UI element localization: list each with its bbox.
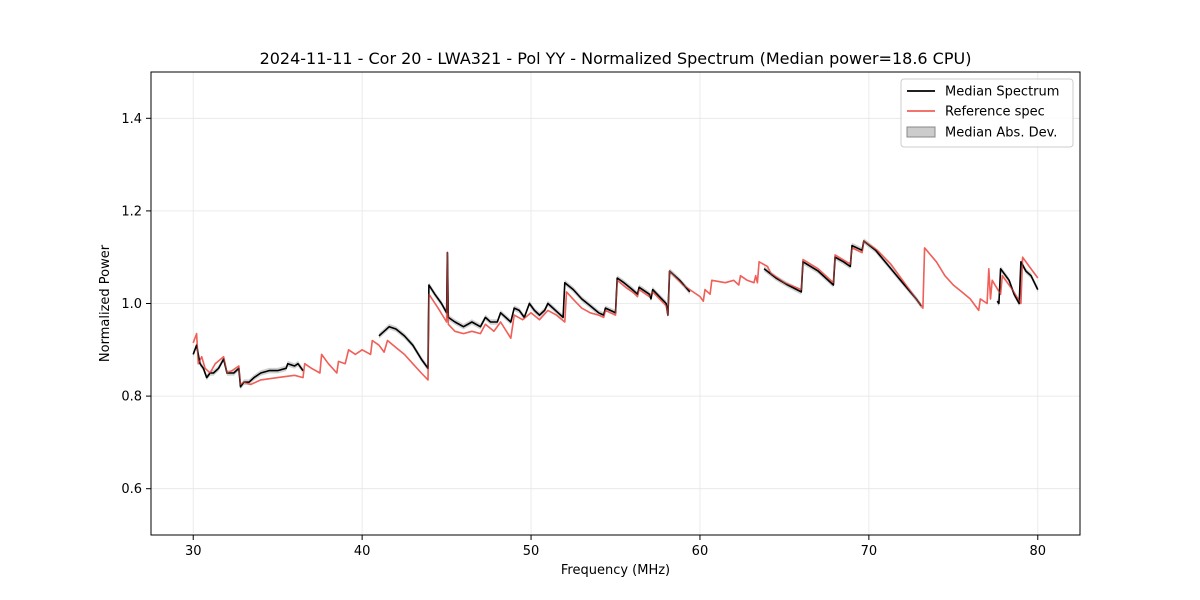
reference-spectrum-overlay xyxy=(192,240,1039,386)
x-tick-label: 80 xyxy=(1029,544,1046,559)
x-tick-label: 50 xyxy=(523,544,540,559)
mad-band xyxy=(997,259,1038,307)
y-tick-label: 1.4 xyxy=(121,112,142,127)
median-spectrum-line xyxy=(763,240,922,307)
legend-label-median: Median Spectrum xyxy=(945,85,1059,100)
y-tick-label: 1.2 xyxy=(121,204,142,219)
y-tick-label: 0.6 xyxy=(121,482,142,497)
legend-box xyxy=(900,78,1074,148)
legend: Median Spectrum Reference spec Median Ab… xyxy=(900,78,1074,148)
x-axis: 30 40 50 60 70 80 xyxy=(185,535,1046,559)
legend-label-reference: Reference spec xyxy=(945,105,1045,120)
median-spectrum-line xyxy=(996,260,1039,305)
x-tick-label: 30 xyxy=(185,544,202,559)
x-axis-label: Frequency (MHz) xyxy=(561,563,670,578)
mad-band xyxy=(193,342,303,390)
legend-label-mad: Median Abs. Dev. xyxy=(945,126,1057,141)
y-tick-label: 1.0 xyxy=(121,297,142,312)
lines-layer xyxy=(192,240,1039,388)
y-axis-label: Normalized Power xyxy=(98,244,113,362)
x-tick-label: 70 xyxy=(861,544,878,559)
y-tick-label: 0.8 xyxy=(121,390,142,405)
y-axis: 0.6 0.8 1.0 1.2 1.4 xyxy=(121,112,151,497)
legend-swatch-mad xyxy=(906,126,936,138)
x-tick-label: 40 xyxy=(354,544,371,559)
chart-title: 2024-11-11 - Cor 20 - LWA321 - Pol YY - … xyxy=(260,49,972,68)
median-spectrum-line xyxy=(378,251,691,370)
x-tick-label: 60 xyxy=(692,544,709,559)
